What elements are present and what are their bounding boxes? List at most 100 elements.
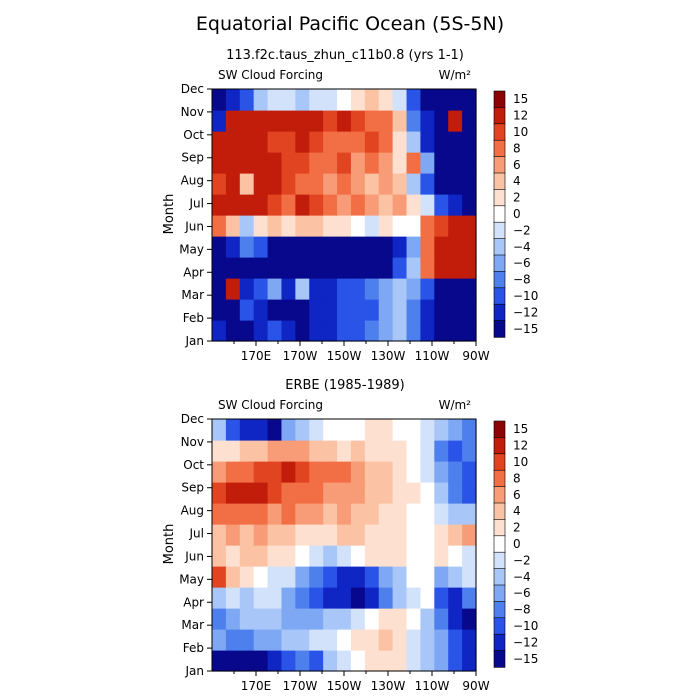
heatmap-cell [225, 236, 241, 258]
heatmap-cell [281, 440, 296, 462]
y-tick-label: Aug [181, 174, 204, 188]
heatmap-cell [462, 215, 477, 237]
heatmap-cell [267, 110, 283, 132]
x-tick-label: 150W [327, 679, 362, 693]
heatmap-cell [337, 440, 352, 462]
heatmap-cell [212, 608, 227, 630]
heatmap-cell [253, 194, 269, 216]
heatmap-cell [350, 650, 366, 672]
colorbar-label: 4 [513, 504, 521, 518]
heatmap-cell [281, 503, 296, 525]
colorbar-swatch [493, 633, 506, 652]
heatmap-cell [392, 278, 408, 300]
plot-frame [211, 418, 477, 672]
heatmap-cell [295, 482, 310, 504]
heatmap-cell [309, 482, 324, 504]
heatmap-cell [364, 482, 380, 504]
heatmap-cell [267, 503, 283, 525]
y-tick-label: Oct [183, 458, 204, 472]
y-tick-label: Nov [181, 105, 204, 119]
heatmap-cell [239, 299, 255, 321]
colorbar-label: −2 [513, 553, 531, 567]
heatmap-cell [420, 545, 435, 567]
heatmap-cell [239, 257, 255, 279]
heatmap-cell [295, 194, 310, 216]
heatmap-cell [462, 503, 477, 525]
heatmap-cell [350, 257, 366, 279]
heatmap-cell [420, 173, 435, 195]
heatmap-cell [364, 110, 380, 132]
heatmap-cell [225, 110, 241, 132]
colorbar-label: −12 [513, 635, 538, 649]
y-tick-label: Feb [183, 641, 204, 655]
heatmap-cell [420, 629, 435, 651]
heatmap-cell [364, 461, 380, 483]
heatmap-cell [462, 419, 477, 441]
heatmap-cell [406, 278, 422, 300]
heatmap-cell [212, 629, 227, 651]
heatmap-cell [239, 440, 255, 462]
heatmap-cell [253, 278, 269, 300]
x-tick-label: 130W [371, 679, 406, 693]
heatmap-cell [281, 152, 296, 174]
heatmap-cell [420, 215, 435, 237]
heatmap-cell [434, 419, 449, 441]
heatmap-cell [392, 152, 408, 174]
heatmap-cell [392, 257, 408, 279]
heatmap-cell [364, 608, 380, 630]
heatmap-cell [281, 461, 296, 483]
heatmap-cell [323, 131, 338, 153]
heatmap-cell [448, 110, 463, 132]
panel-variable-label: SW Cloud Forcing [218, 398, 323, 412]
heatmap-cell [295, 320, 310, 342]
heatmap-cell [309, 419, 324, 441]
heatmap-cell [406, 419, 422, 441]
heatmap-cell [267, 236, 283, 258]
heatmap-cell [378, 89, 394, 111]
heatmap-cell [239, 173, 255, 195]
heatmap-cell [448, 194, 463, 216]
heatmap-cell [420, 503, 435, 525]
heatmap-cell [323, 440, 338, 462]
heatmap-cell [420, 587, 435, 609]
heatmap-cell [337, 482, 352, 504]
colorbar-swatch [493, 254, 506, 273]
heatmap-cell [434, 629, 449, 651]
heatmap-cell [420, 236, 435, 258]
heatmap-cell [392, 215, 408, 237]
heatmap-cell [420, 482, 435, 504]
heatmap-cell [239, 215, 255, 237]
heatmap-cell [406, 482, 422, 504]
heatmap-cell [281, 320, 296, 342]
heatmap-cell [225, 608, 241, 630]
heatmap-cell [337, 461, 352, 483]
heatmap-cell [212, 110, 227, 132]
heatmap-cell [364, 629, 380, 651]
heatmap-cell [323, 299, 338, 321]
heatmap-cell [253, 152, 269, 174]
heatmap-cell [309, 320, 324, 342]
heatmap-cell [225, 419, 241, 441]
heatmap-cell [253, 629, 269, 651]
heatmap-cell [364, 173, 380, 195]
heatmap-cell [239, 320, 255, 342]
heatmap-cell [239, 545, 255, 567]
heatmap-cell [239, 89, 255, 111]
heatmap-cell [406, 236, 422, 258]
heatmap-cell [420, 152, 435, 174]
heatmap-cell [406, 89, 422, 111]
heatmap-cell [420, 194, 435, 216]
heatmap-cell [309, 587, 324, 609]
heatmap-cell [434, 194, 449, 216]
colorbar-label: 6 [513, 158, 521, 172]
heatmap-cell [378, 587, 394, 609]
heatmap-cell [323, 503, 338, 525]
heatmap-cell [448, 482, 463, 504]
heatmap-cell [253, 524, 269, 546]
heatmap-cell [434, 587, 449, 609]
heatmap-cell [434, 545, 449, 567]
heatmap-cell [309, 278, 324, 300]
heatmap-cell [295, 257, 310, 279]
heatmap-cell [364, 89, 380, 111]
heatmap-cell [253, 110, 269, 132]
